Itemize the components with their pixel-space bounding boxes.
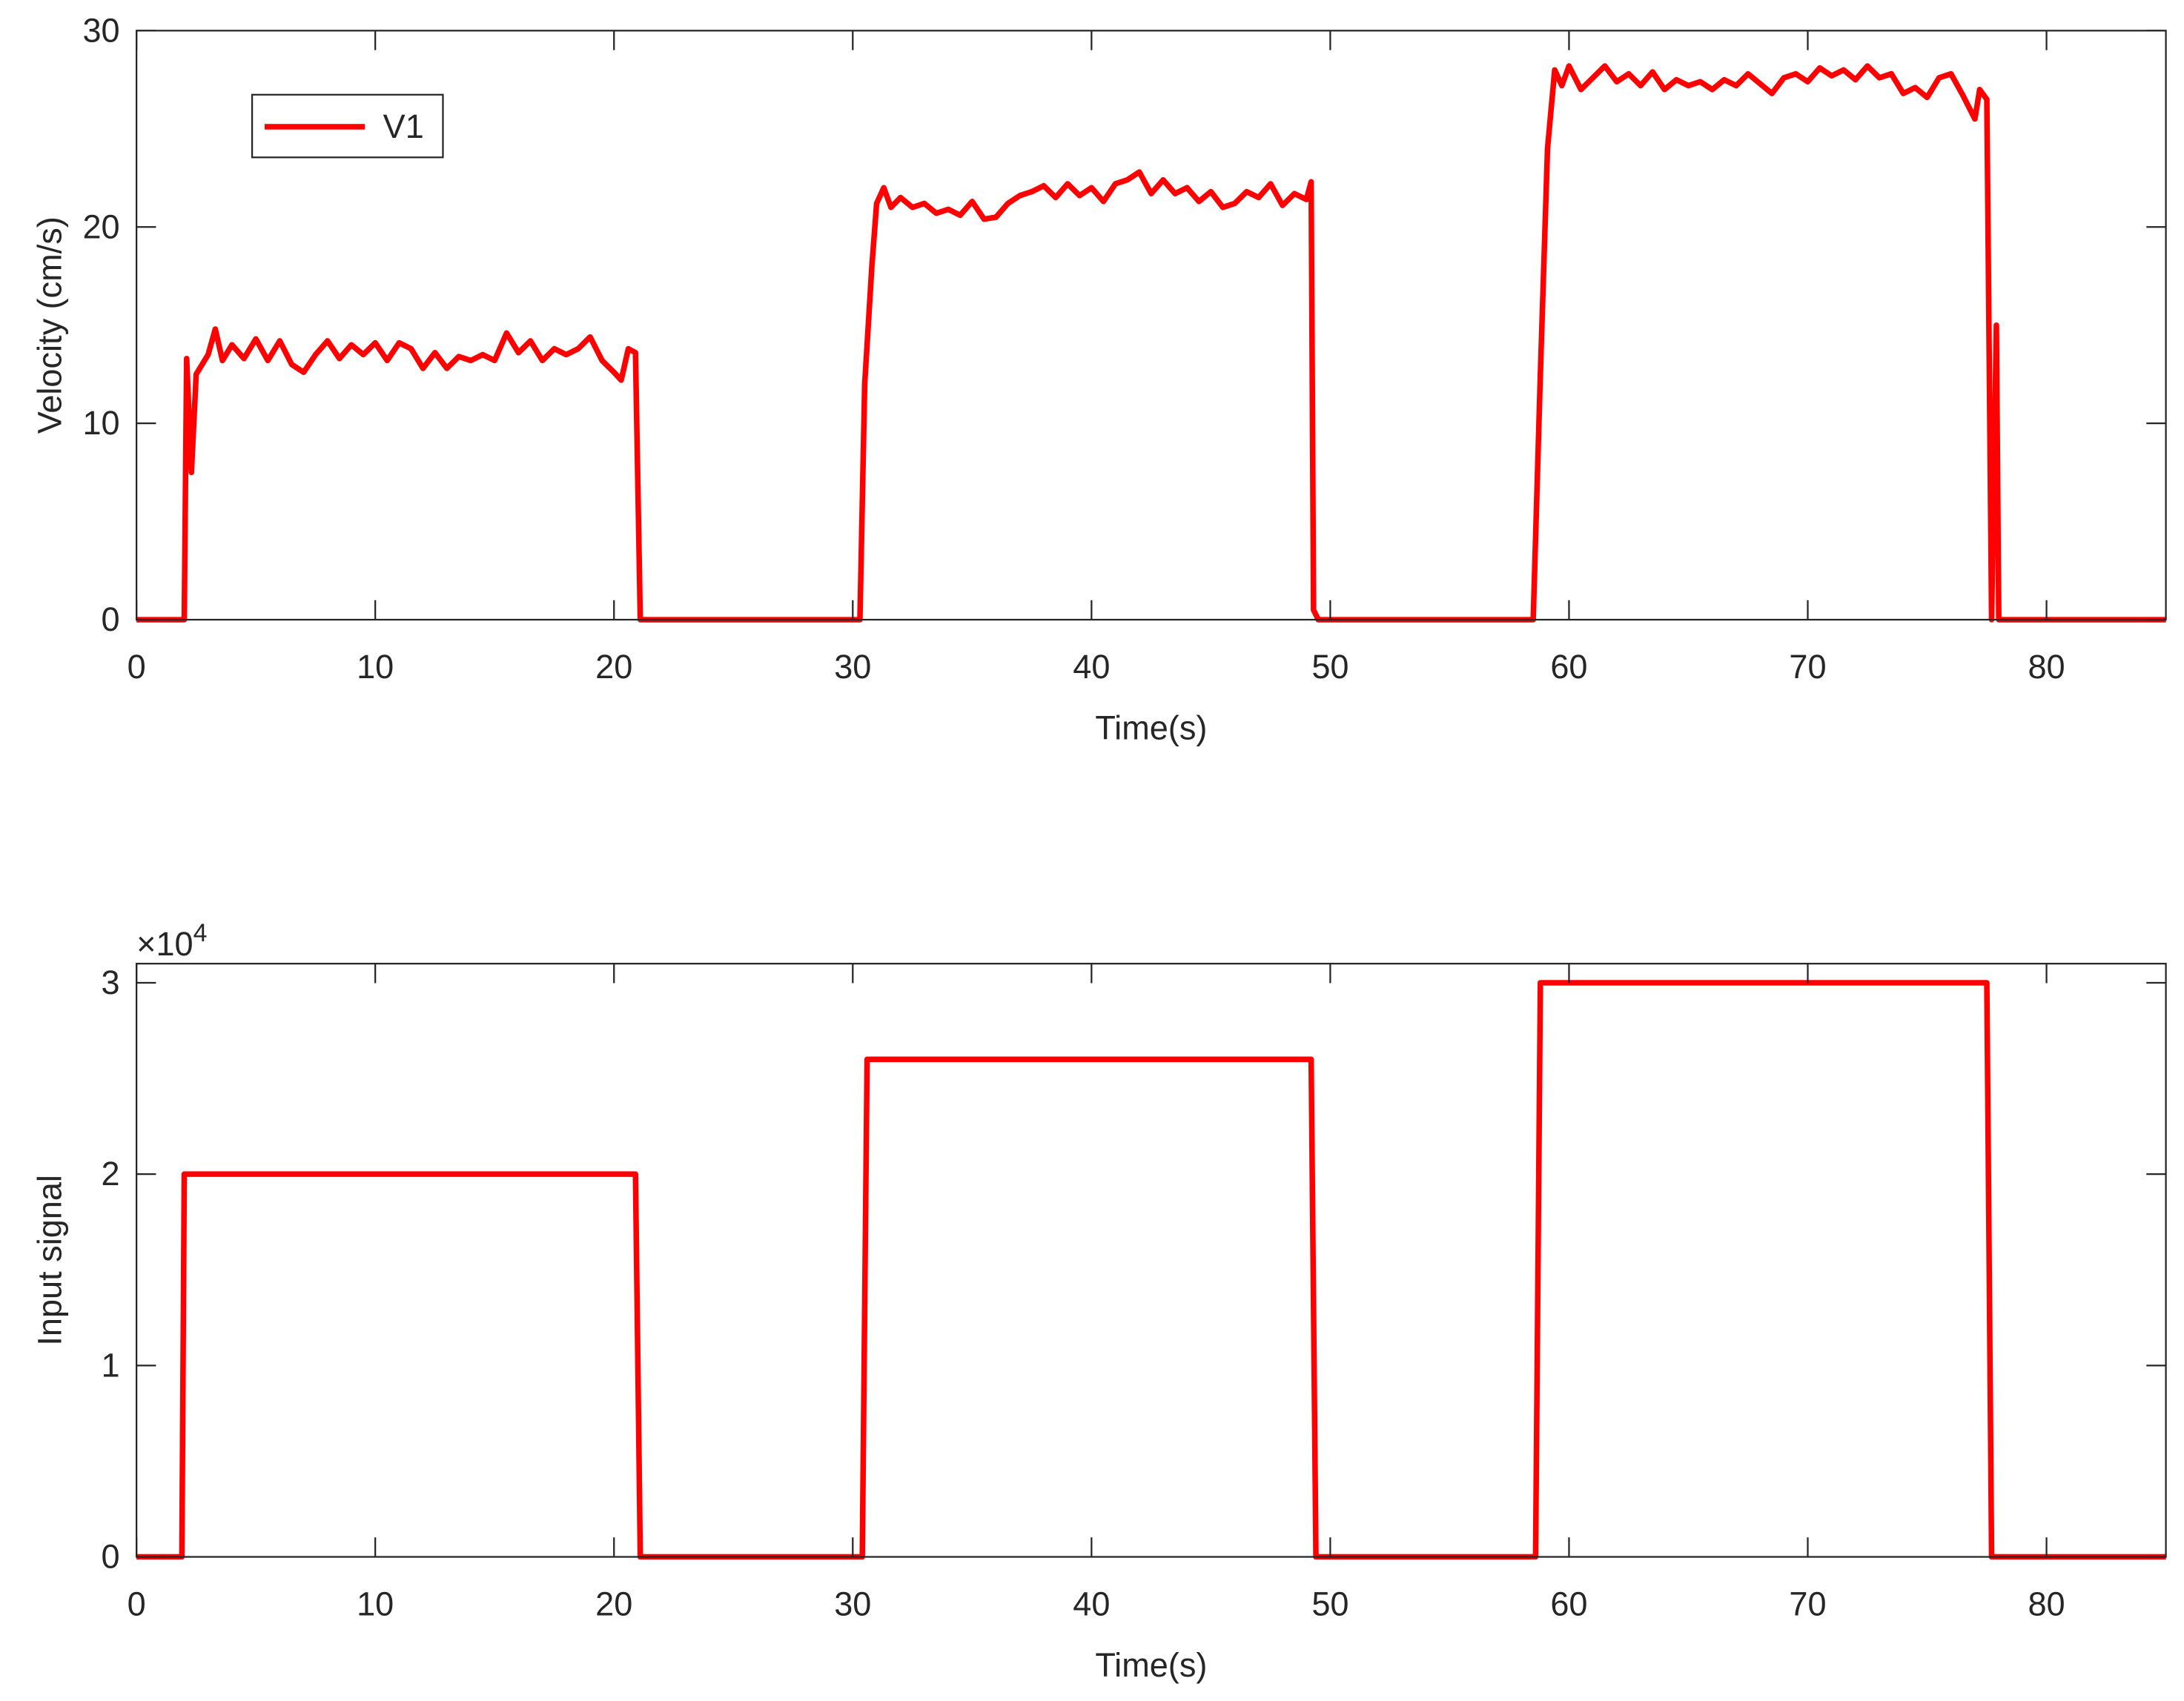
x-tick-label: 30	[834, 648, 871, 686]
x-tick-label: 70	[1789, 648, 1826, 686]
x-axis-label: Time(s)	[1095, 709, 1207, 747]
x-tick-label: 30	[834, 1585, 871, 1622]
x-tick-label: 50	[1311, 648, 1349, 686]
y-tick-label: 0	[102, 600, 120, 638]
x-tick-label: 0	[128, 1585, 146, 1622]
y-tick-label: 30	[82, 11, 119, 49]
data-line	[136, 63, 2166, 623]
y-tick-label: 2	[102, 1155, 120, 1193]
x-tick-label: 80	[2028, 648, 2065, 686]
y-tick-label: 20	[82, 208, 119, 245]
y-axis-label: Input signal	[31, 1175, 69, 1346]
x-tick-label: 0	[128, 648, 146, 686]
multiplier-base: ×10	[136, 925, 193, 963]
y-tick-label: 0	[102, 1538, 120, 1576]
y-tick-label: 10	[82, 404, 119, 442]
x-tick-label: 40	[1073, 648, 1110, 686]
x-tick-label: 60	[1550, 648, 1587, 686]
x-axis-label: Time(s)	[1095, 1646, 1207, 1684]
x-tick-label: 20	[595, 1585, 632, 1622]
x-tick-label: 50	[1311, 1585, 1349, 1622]
x-tick-label: 70	[1789, 1585, 1826, 1622]
x-tick-label: 20	[595, 648, 632, 686]
axes-background	[136, 964, 2166, 1557]
data-line	[136, 980, 2166, 1560]
y-tick-label: 1	[102, 1346, 120, 1384]
axes-box	[135, 963, 2167, 1558]
axes-background	[136, 30, 2166, 620]
multiplier-exponent: 4	[193, 919, 208, 947]
x-tick-label: 10	[357, 1585, 394, 1622]
axis-multiplier: ×104	[136, 919, 207, 963]
y-tick-label: 3	[102, 964, 120, 1001]
axes-box	[135, 30, 2167, 621]
x-tick-label: 40	[1073, 1585, 1110, 1622]
y-axis-label: Velocity (cm/s)	[31, 216, 69, 434]
x-tick-label: 10	[357, 648, 394, 686]
x-tick-label: 80	[2028, 1585, 2065, 1622]
x-tick-label: 60	[1550, 1585, 1587, 1622]
legend-label: V1	[383, 107, 424, 145]
